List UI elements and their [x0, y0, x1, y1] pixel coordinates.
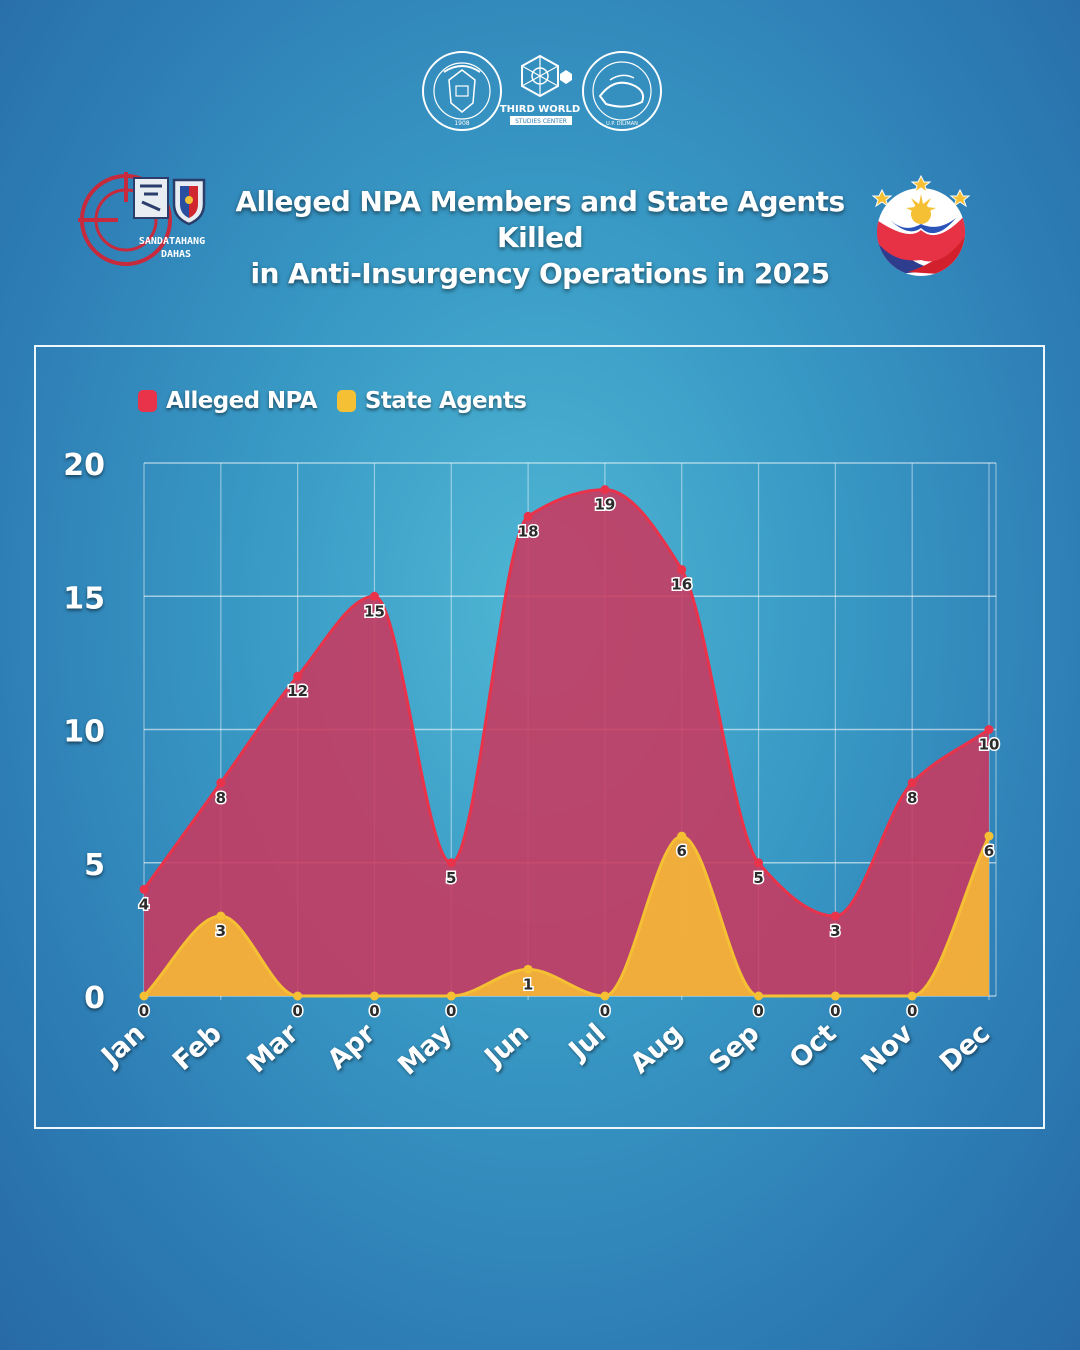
data-label-state-agents-jan: 0 [139, 1002, 149, 1020]
data-point-npa-jul [600, 485, 610, 495]
x-tick-label-apr: Apr [322, 1017, 382, 1076]
data-point-npa-jun [523, 511, 533, 521]
data-point-npa-mar [293, 671, 303, 681]
dahas-label: DAHAS [161, 249, 191, 260]
data-point-state-agents-jul [600, 991, 610, 1001]
data-label-npa-nov: 8 [907, 789, 917, 807]
x-tick-label-mar: Mar [241, 1017, 305, 1079]
third-world-label: THIRD WORLD [500, 104, 580, 115]
x-tick-label-oct: Oct [784, 1018, 843, 1075]
data-point-npa-sep [754, 858, 764, 868]
data-label-npa-dec: 10 [979, 736, 1000, 754]
x-tick-label-may: May [392, 1018, 458, 1082]
up-seal-year: 1908 [454, 120, 469, 127]
title-line-2: in Anti-Insurgency Operations in 2025 [250, 257, 831, 290]
data-label-npa-sep: 5 [753, 869, 763, 887]
x-tick-label-dec: Dec [934, 1018, 996, 1078]
institutional-logos: 1908 THIRD WORLD STUDIES CENTER U.P. DIL… [422, 51, 662, 131]
data-point-state-agents-jan [139, 991, 149, 1001]
data-label-state-agents-aug: 6 [677, 842, 687, 860]
legend-swatch-state-agents [336, 390, 356, 412]
data-label-npa-jan: 4 [139, 895, 149, 913]
data-point-npa-may [446, 858, 456, 868]
college-seal-bottom: U.P. DILIMAN [606, 121, 638, 127]
title-line-1: Alleged NPA Members and State Agents Kil… [235, 185, 845, 254]
data-label-npa-jul: 19 [594, 496, 615, 514]
y-tick-label-5: 5 [84, 848, 105, 883]
data-label-state-agents-jul: 0 [600, 1002, 610, 1020]
data-label-state-agents-jun: 1 [523, 975, 533, 993]
data-point-npa-aug [677, 565, 687, 575]
data-label-npa-mar: 12 [287, 682, 308, 700]
data-point-state-agents-dec [984, 831, 994, 841]
data-label-npa-oct: 3 [830, 922, 840, 940]
legend-item-npa[interactable]: Alleged NPA [138, 388, 318, 414]
y-tick-label-20: 20 [63, 448, 105, 483]
series-area-npa [144, 489, 989, 996]
data-point-npa-nov [907, 778, 917, 788]
data-point-npa-feb [216, 778, 226, 788]
data-label-npa-apr: 15 [364, 602, 385, 620]
data-point-state-agents-feb [216, 911, 226, 921]
chart-frame [34, 345, 1045, 1129]
data-label-state-agents-sep: 0 [753, 1002, 763, 1020]
legend-item-state-agents[interactable]: State Agents [336, 388, 527, 414]
data-point-state-agents-may [446, 991, 456, 1001]
legend-swatch-npa [138, 390, 157, 412]
x-tick-label-jul: Jul [562, 1018, 612, 1067]
chart-legend: Alleged NPA State Agents [138, 388, 546, 414]
data-point-state-agents-nov [907, 991, 917, 1001]
data-point-state-agents-apr [369, 991, 379, 1001]
data-label-npa-jun: 18 [518, 522, 539, 540]
data-label-state-agents-nov: 0 [907, 1002, 917, 1020]
x-tick-label-jun: Jun [478, 1018, 535, 1074]
up-seal-logo: 1908 [422, 51, 502, 131]
data-label-state-agents-may: 0 [446, 1002, 456, 1020]
page-title: Alleged NPA Members and State Agents Kil… [215, 184, 865, 292]
college-seal-logo: U.P. DILIMAN [582, 51, 662, 131]
data-label-state-agents-apr: 0 [369, 1002, 379, 1020]
x-tick-label-sep: Sep [703, 1018, 765, 1078]
data-label-npa-may: 5 [446, 869, 456, 887]
third-world-studies-logo: THIRD WORLD STUDIES CENTER [500, 54, 580, 125]
y-tick-label-0: 0 [84, 981, 105, 1016]
x-tick-label-nov: Nov [856, 1018, 920, 1080]
philippine-flag-logo [871, 174, 971, 276]
y-tick-label-15: 15 [63, 581, 105, 616]
studies-center-label: STUDIES CENTER [515, 118, 567, 125]
data-point-state-agents-oct [830, 991, 840, 1001]
data-label-npa-feb: 8 [216, 789, 226, 807]
data-label-state-agents-oct: 0 [830, 1002, 840, 1020]
data-label-state-agents-feb: 3 [216, 922, 226, 940]
data-point-npa-jan [139, 884, 149, 894]
data-point-state-agents-aug [677, 831, 687, 841]
data-point-state-agents-jun [523, 964, 533, 974]
sandatahang-label: SANDATAHANG [139, 236, 205, 247]
x-tick-label-aug: Aug [625, 1018, 689, 1080]
x-tick-label-feb: Feb [167, 1018, 228, 1077]
x-tick-label-jan: Jan [94, 1018, 150, 1073]
data-point-npa-apr [369, 591, 379, 601]
data-point-state-agents-sep [754, 991, 764, 1001]
data-point-state-agents-mar [293, 991, 303, 1001]
series-area-state-agents [144, 836, 989, 996]
data-label-state-agents-mar: 0 [292, 1002, 302, 1020]
data-label-state-agents-dec: 6 [984, 842, 994, 860]
y-tick-label-10: 10 [63, 715, 105, 750]
data-label-npa-aug: 16 [671, 576, 692, 594]
legend-label-npa: Alleged NPA [166, 388, 318, 414]
data-point-npa-dec [984, 725, 994, 734]
data-point-npa-oct [830, 911, 840, 921]
legend-label-state-agents: State Agents [364, 388, 527, 414]
sandatahang-dahas-logo: SANDATAHANG DAHAS [78, 172, 206, 266]
